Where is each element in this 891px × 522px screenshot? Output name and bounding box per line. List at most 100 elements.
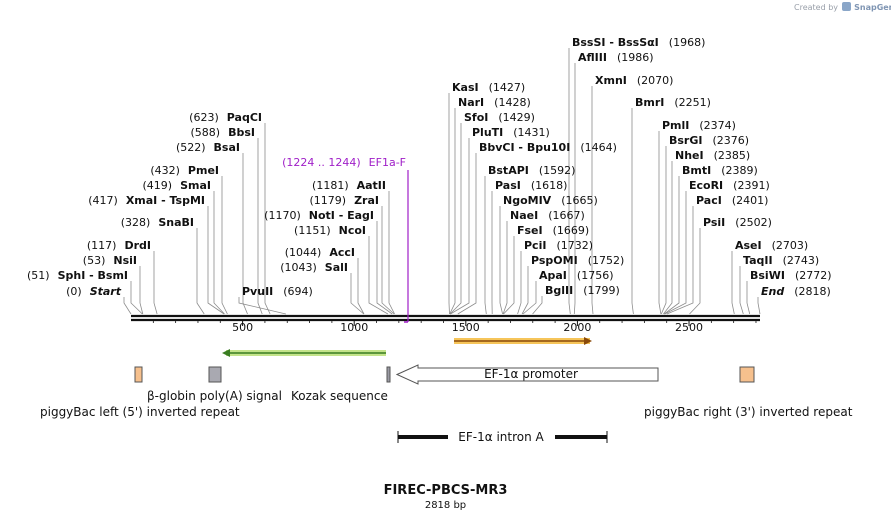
restriction-site-label[interactable]: ApaI (1756) bbox=[539, 269, 613, 282]
primer-label[interactable]: (1224 .. 1244) EF1a-F bbox=[282, 156, 406, 169]
plasmid-title: FIREC-PBCS-MR3 bbox=[383, 483, 508, 498]
restriction-site-label[interactable]: (53) NsiI bbox=[83, 254, 137, 267]
site-name: NgoMIV bbox=[503, 194, 552, 207]
kozak-box[interactable] bbox=[386, 366, 391, 383]
site-position: (1179) bbox=[310, 194, 347, 207]
site-position: (1429) bbox=[498, 111, 535, 124]
snapgene-credit: Created by SnapGene bbox=[794, 2, 891, 12]
restriction-site-label[interactable]: BstAPI (1592) bbox=[488, 164, 575, 177]
restriction-site-label[interactable]: (1170) NotI - EagI bbox=[264, 209, 374, 222]
site-position: (1181) bbox=[312, 179, 349, 192]
site-connector bbox=[591, 86, 594, 315]
credit-brand: SnapGene bbox=[854, 3, 891, 12]
restriction-site-label[interactable]: (522) BsaI bbox=[176, 141, 240, 154]
site-connector bbox=[242, 153, 248, 315]
restriction-site-label[interactable]: (51) SphI - BsmI bbox=[27, 269, 128, 282]
restriction-site-label[interactable]: (1151) NcoI bbox=[294, 224, 366, 237]
site-name: NsiI bbox=[113, 254, 137, 267]
restriction-site-label[interactable]: (0) Start bbox=[66, 285, 122, 298]
intron-feature[interactable]: EF-1α intron A bbox=[397, 430, 608, 444]
restriction-site-label[interactable]: (588) BbsI bbox=[191, 126, 256, 139]
restriction-site-label[interactable]: BglII (1799) bbox=[545, 284, 620, 297]
restriction-site-label[interactable]: EcoRI (2391) bbox=[689, 179, 770, 192]
site-position: (1043) bbox=[280, 261, 317, 274]
site-position: (1669) bbox=[553, 224, 590, 237]
restriction-site-label[interactable]: SfoI (1429) bbox=[464, 111, 535, 124]
restriction-site-label[interactable]: NaeI (1667) bbox=[510, 209, 585, 222]
orange-orf-arrow[interactable] bbox=[454, 337, 592, 345]
polya-box[interactable] bbox=[208, 366, 222, 383]
restriction-site-label[interactable]: (432) PmeI bbox=[150, 164, 219, 177]
site-name: PvuII bbox=[242, 285, 273, 298]
site-position: (328) bbox=[121, 216, 151, 229]
restriction-site-label[interactable]: BmtI (2389) bbox=[682, 164, 758, 177]
site-name: NaeI bbox=[510, 209, 538, 222]
polya-label: β-globin poly(A) signal bbox=[147, 389, 282, 403]
left-repeat-box[interactable] bbox=[134, 366, 143, 383]
site-position: (1752) bbox=[588, 254, 625, 267]
restriction-site-label[interactable]: PspOMI (1752) bbox=[531, 254, 624, 267]
restriction-site-label[interactable]: (623) PaqCI bbox=[189, 111, 262, 124]
site-connector bbox=[368, 236, 389, 315]
restriction-site-label[interactable]: NheI (2385) bbox=[675, 149, 750, 162]
restriction-site-label[interactable]: BsrGI (2376) bbox=[669, 134, 749, 147]
restriction-site-label[interactable]: BssSI - BssSαI (1968) bbox=[572, 36, 705, 49]
restriction-site-label[interactable]: PvuII (694) bbox=[242, 285, 313, 298]
restriction-site-label[interactable]: XmnI (2070) bbox=[595, 74, 673, 87]
green-orf-arrow[interactable] bbox=[222, 349, 386, 357]
restriction-site-label[interactable]: PluTI (1431) bbox=[472, 126, 550, 139]
restriction-site-label[interactable]: (1181) AatII bbox=[312, 179, 386, 192]
restriction-site-label[interactable]: PacI (2401) bbox=[696, 194, 768, 207]
site-position: (1618) bbox=[531, 179, 568, 192]
restriction-site-label[interactable]: BsiWI (2772) bbox=[750, 269, 832, 282]
site-position: (417) bbox=[88, 194, 118, 207]
site-labels: (0) Start (51) SphI - BsmI (53) NsiI (117) DrdI… bbox=[27, 36, 832, 298]
ruler: 500 1000 1500 2000 2500 bbox=[152, 321, 757, 334]
ruler-tick-label: 2500 bbox=[675, 321, 703, 334]
right-repeat-box[interactable] bbox=[739, 366, 755, 383]
site-position: (432) bbox=[150, 164, 180, 177]
site-connector bbox=[388, 191, 395, 315]
site-connector bbox=[376, 221, 393, 315]
restriction-site-label[interactable]: PasI (1618) bbox=[495, 179, 567, 192]
site-connector bbox=[689, 228, 701, 315]
restriction-site-label[interactable]: (1043) SalI bbox=[280, 261, 348, 274]
restriction-site-label[interactable]: NarI (1428) bbox=[458, 96, 531, 109]
restriction-site-label[interactable]: NgoMIV (1665) bbox=[503, 194, 598, 207]
promoter-arrow[interactable] bbox=[395, 364, 659, 385]
restriction-site-label[interactable]: (328) SnaBI bbox=[121, 216, 194, 229]
site-connector bbox=[221, 176, 228, 315]
restriction-site-label[interactable]: PsiI (2502) bbox=[703, 216, 772, 229]
intron-label: EF-1α intron A bbox=[458, 430, 544, 444]
restriction-site-label[interactable]: (117) DrdI bbox=[87, 239, 151, 252]
restriction-site-label[interactable]: (1044) AccI bbox=[285, 246, 355, 259]
credit-prefix: Created by bbox=[794, 3, 839, 12]
restriction-site-label[interactable]: End (2818) bbox=[761, 285, 831, 298]
site-connector bbox=[196, 228, 205, 315]
restriction-site-label[interactable]: (417) XmaI - TspMI bbox=[88, 194, 205, 207]
restriction-site-label[interactable]: FseI (1669) bbox=[517, 224, 589, 237]
site-position: (2401) bbox=[732, 194, 769, 207]
site-position: (2070) bbox=[637, 74, 674, 87]
restriction-site-label[interactable]: (419) SmaI bbox=[143, 179, 212, 192]
site-name: XmnI bbox=[595, 74, 627, 87]
site-name: BstAPI bbox=[488, 164, 529, 177]
restriction-site-label[interactable]: AflIII (1986) bbox=[578, 51, 654, 64]
site-name: XmaI - TspMI bbox=[126, 194, 205, 207]
restriction-site-label[interactable]: KasI (1427) bbox=[452, 81, 525, 94]
restriction-site-label[interactable]: BmrI (2251) bbox=[635, 96, 711, 109]
restriction-site-label[interactable]: PmlI (2374) bbox=[662, 119, 736, 132]
site-name: FseI bbox=[517, 224, 543, 237]
site-connector bbox=[264, 123, 271, 315]
restriction-site-label[interactable]: AseI (2703) bbox=[735, 239, 808, 252]
site-position: (2772) bbox=[795, 269, 832, 282]
site-position: (1592) bbox=[539, 164, 576, 177]
restriction-site-label[interactable]: BbvCI - Bpu10I (1464) bbox=[479, 141, 617, 154]
restriction-site-label[interactable]: TaqII (2743) bbox=[743, 254, 819, 267]
restriction-site-label[interactable]: (1179) ZraI bbox=[310, 194, 380, 207]
restriction-site-label[interactable]: PciI (1732) bbox=[524, 239, 593, 252]
site-position: (1756) bbox=[577, 269, 614, 282]
site-position: (0) bbox=[66, 285, 82, 298]
site-connector bbox=[502, 221, 508, 315]
